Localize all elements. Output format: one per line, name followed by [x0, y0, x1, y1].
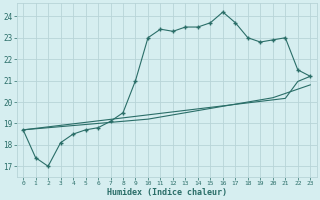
X-axis label: Humidex (Indice chaleur): Humidex (Indice chaleur)	[107, 188, 227, 197]
